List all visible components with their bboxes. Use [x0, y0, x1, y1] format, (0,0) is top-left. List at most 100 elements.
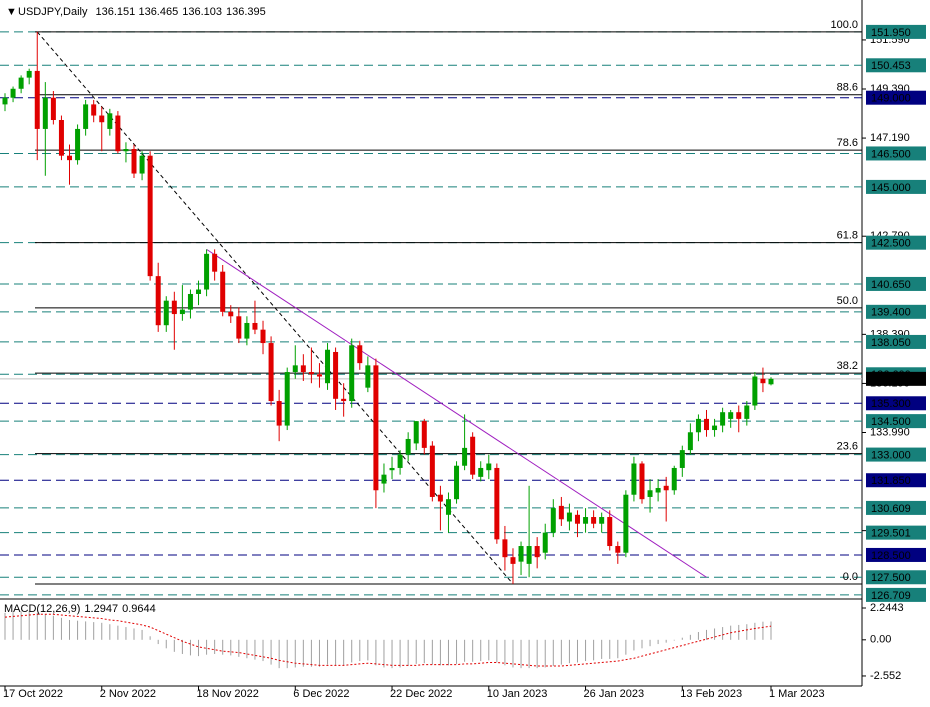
candle-body	[187, 293, 193, 310]
level-label-box	[866, 304, 926, 319]
candle-body	[67, 155, 73, 161]
candle-body	[252, 322, 258, 330]
candle-body	[171, 300, 177, 315]
candle-body	[131, 148, 137, 174]
candle-body	[260, 329, 266, 344]
price-label: 136.395	[871, 374, 911, 386]
candle-body	[179, 309, 185, 315]
candle-body	[437, 494, 443, 502]
macd-tick-label: -2.552	[870, 670, 901, 682]
x-tick-label: 6 Dec 2022	[293, 688, 349, 700]
candle-body	[18, 77, 24, 89]
candle-body	[357, 345, 363, 364]
level-label: 139.400	[871, 307, 911, 319]
candle-body	[518, 546, 524, 562]
candle-body	[220, 271, 226, 312]
candle-body	[389, 467, 395, 471]
level-label: 133.000	[871, 449, 911, 461]
candle-body	[647, 490, 653, 497]
level-label-box	[866, 414, 926, 429]
candle-body	[462, 447, 468, 466]
candle-body	[760, 378, 766, 384]
level-label-box	[866, 24, 926, 39]
level-label: 135.300	[871, 398, 911, 410]
level-label: 140.650	[871, 279, 911, 291]
candle-body	[212, 253, 218, 272]
candle-body	[333, 351, 339, 399]
collapse-icon: ▼	[6, 6, 17, 18]
signal-value: 0.9644	[122, 603, 156, 615]
candle-body	[445, 499, 451, 515]
candle-body	[478, 467, 484, 477]
candle-body	[381, 474, 387, 484]
chart-header: USDJPY,Daily 136.151 136.465 136.103 136.395	[18, 6, 266, 18]
candle-body	[623, 494, 629, 553]
level-label-box	[866, 473, 926, 488]
level-label: 138.050	[871, 337, 911, 349]
level-label: 130.609	[871, 503, 911, 515]
symbol: USDJPY,Daily	[18, 6, 88, 18]
level-label: 126.709	[871, 590, 911, 602]
candle-body	[558, 505, 564, 520]
candle-body	[34, 70, 40, 129]
signal-line	[4, 613, 772, 667]
candle-body	[139, 155, 145, 174]
candle-body	[695, 418, 701, 433]
level-label-box	[866, 525, 926, 540]
level-label: 149.000	[871, 93, 911, 105]
trendline	[206, 248, 707, 578]
candle-body	[470, 436, 476, 475]
x-tick-label: 10 Jan 2023	[487, 688, 548, 700]
candle-body	[268, 343, 274, 402]
candle-body	[712, 425, 718, 431]
candle-body	[204, 253, 210, 290]
x-tick-label: 18 Nov 2022	[197, 688, 259, 700]
x-tick-label: 13 Feb 2023	[680, 688, 742, 700]
level-label: 129.501	[871, 528, 911, 540]
candle-body	[502, 539, 508, 558]
level-label-box	[866, 570, 926, 585]
candle-body	[99, 115, 105, 123]
candle-body	[542, 532, 548, 553]
macd-tick-label: 0.00	[870, 634, 891, 646]
high: 136.465	[138, 6, 178, 18]
candle-body	[397, 454, 403, 468]
candle-body	[583, 517, 589, 524]
fib-label: 0.0	[843, 571, 858, 583]
fib-label: 61.8	[837, 230, 858, 242]
candle-body	[244, 322, 250, 339]
candle-body	[155, 276, 161, 326]
candle-body	[405, 438, 411, 455]
candle-body	[591, 517, 597, 524]
x-tick-label: 2 Nov 2022	[100, 688, 156, 700]
candle-body	[526, 546, 532, 564]
candle-body	[615, 546, 621, 553]
x-tick-label: 17 Oct 2022	[3, 688, 63, 700]
candle-body	[639, 463, 645, 500]
candle-body	[534, 546, 540, 558]
low: 136.103	[182, 6, 222, 18]
candle-body	[486, 463, 492, 471]
candle-body	[373, 365, 379, 491]
candle-body	[83, 104, 89, 129]
candle-body	[703, 418, 709, 431]
candle-body	[58, 120, 64, 156]
fib-label: 78.6	[837, 137, 858, 149]
candle-body	[510, 557, 516, 564]
level-label-box	[866, 276, 926, 291]
candle-body	[341, 398, 347, 402]
candle-body	[744, 405, 750, 419]
level-label-box	[866, 90, 926, 105]
candle-body	[768, 378, 774, 385]
open: 136.151	[96, 6, 136, 18]
candle-body	[10, 88, 16, 98]
candle-body	[679, 450, 685, 468]
y-tick-label: 147.190	[870, 132, 910, 144]
candle-body	[736, 412, 742, 419]
macd-header: MACD(12,26,9) 1.2947 0.9644	[4, 603, 156, 615]
candle-body	[663, 485, 669, 491]
candle-body	[655, 488, 661, 493]
level-label: 131.850	[871, 475, 911, 487]
candle-body	[429, 445, 435, 497]
